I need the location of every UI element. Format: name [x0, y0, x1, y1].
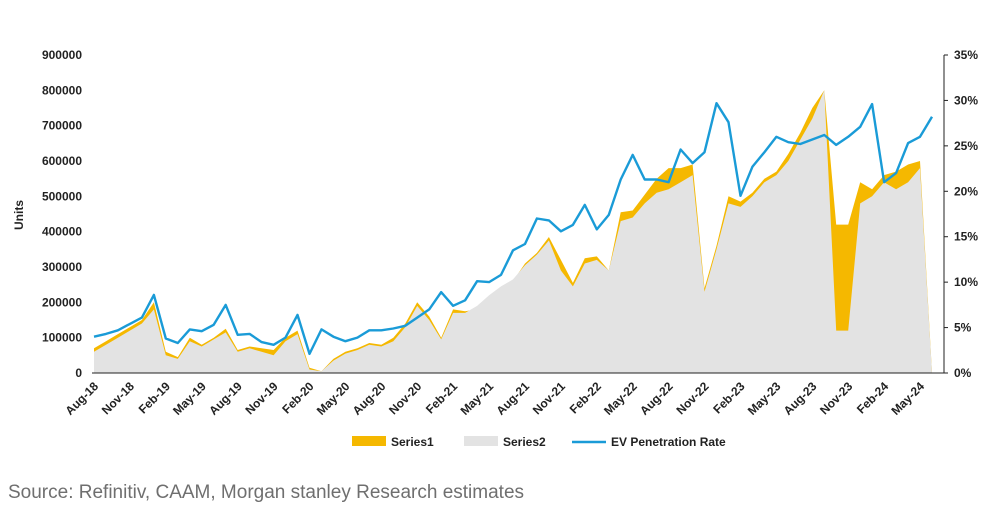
y-right-tick-label: 10% — [954, 275, 978, 289]
left-axis-ticks: 0 100000 200000 300000 400000 500000 600000 700… — [42, 48, 82, 380]
legend-swatch — [352, 436, 386, 446]
source-note: Source: Refinitiv, CAAM, Morgan stanley … — [8, 482, 525, 503]
x-tick-label: Feb-22 — [567, 379, 604, 416]
x-tick-label: Nov-22 — [673, 379, 711, 417]
y-left-tick-label: 900000 — [42, 48, 82, 62]
legend-label: EV Penetration Rate — [611, 435, 726, 449]
y-left-tick-label: 600000 — [42, 154, 82, 168]
y-right-tick-label: 0% — [954, 366, 972, 380]
x-tick-label: Feb-21 — [423, 379, 460, 416]
y-right-tick-label: 30% — [954, 93, 978, 107]
x-tick-label: Feb-19 — [136, 379, 173, 416]
x-tick-label: Aug-23 — [781, 379, 820, 418]
right-axis-ticks: 0% 5% 10% 15% 20% 25% 30% 35% — [944, 48, 978, 380]
y-right-tick-label: 20% — [954, 184, 978, 198]
y-right-tick-label: 25% — [954, 139, 978, 153]
x-tick-label: Aug-19 — [206, 379, 245, 418]
y-left-tick-label: 300000 — [42, 260, 82, 274]
x-tick-label: Nov-20 — [386, 379, 424, 417]
legend-swatch — [464, 436, 498, 446]
x-tick-label: May-22 — [601, 379, 640, 418]
x-tick-label: May-19 — [170, 379, 209, 418]
x-tick-label: May-20 — [314, 379, 353, 418]
x-tick-label: Aug-22 — [637, 379, 676, 418]
legend-label: Series1 — [391, 435, 434, 449]
line-ev-penetration-rate — [93, 101, 934, 356]
x-tick-label: Nov-21 — [530, 379, 568, 417]
y-axis-title: Units — [12, 200, 26, 230]
x-tick-label: Nov-19 — [243, 379, 281, 417]
legend-item-series1: Series1 — [352, 435, 434, 449]
legend-item-series2: Series2 — [464, 435, 546, 449]
y-left-tick-label: 400000 — [42, 225, 82, 239]
legend-label: Series2 — [503, 435, 546, 449]
y-left-tick-label: 200000 — [42, 295, 82, 309]
legend: Series1 Series2 EV Penetration Rate — [352, 435, 726, 449]
y-right-tick-label: 15% — [954, 230, 978, 244]
x-tick-label: Feb-23 — [710, 379, 747, 416]
x-tick-label: Nov-18 — [99, 379, 137, 417]
y-left-tick-label: 0 — [75, 366, 82, 380]
y-right-tick-label: 5% — [954, 321, 972, 335]
x-tick-label: Aug-18 — [62, 379, 101, 418]
area-series2 — [94, 90, 932, 374]
y-left-tick-label: 500000 — [42, 189, 82, 203]
x-tick-label: May-24 — [888, 379, 927, 418]
area-series-group — [94, 90, 932, 374]
x-tick-label: May-23 — [745, 379, 784, 418]
axes-group — [92, 55, 945, 374]
legend-item-ev-penetration-rate: EV Penetration Rate — [572, 435, 726, 449]
x-tick-label: Feb-24 — [854, 379, 891, 416]
x-tick-label: Feb-20 — [279, 379, 316, 416]
x-tick-label: Nov-23 — [817, 379, 855, 417]
line-series-group — [93, 101, 934, 356]
x-axis-ticks: Aug-18Nov-18Feb-19May-19Aug-19Nov-19Feb-… — [62, 379, 927, 418]
y-left-tick-label: 800000 — [42, 83, 82, 97]
x-tick-label: Aug-21 — [493, 379, 532, 418]
x-tick-label: May-21 — [458, 379, 497, 418]
y-left-tick-label: 700000 — [42, 119, 82, 133]
y-left-tick-label: 100000 — [42, 331, 82, 345]
x-tick-label: Aug-20 — [350, 379, 389, 418]
y-right-tick-label: 35% — [954, 48, 978, 62]
